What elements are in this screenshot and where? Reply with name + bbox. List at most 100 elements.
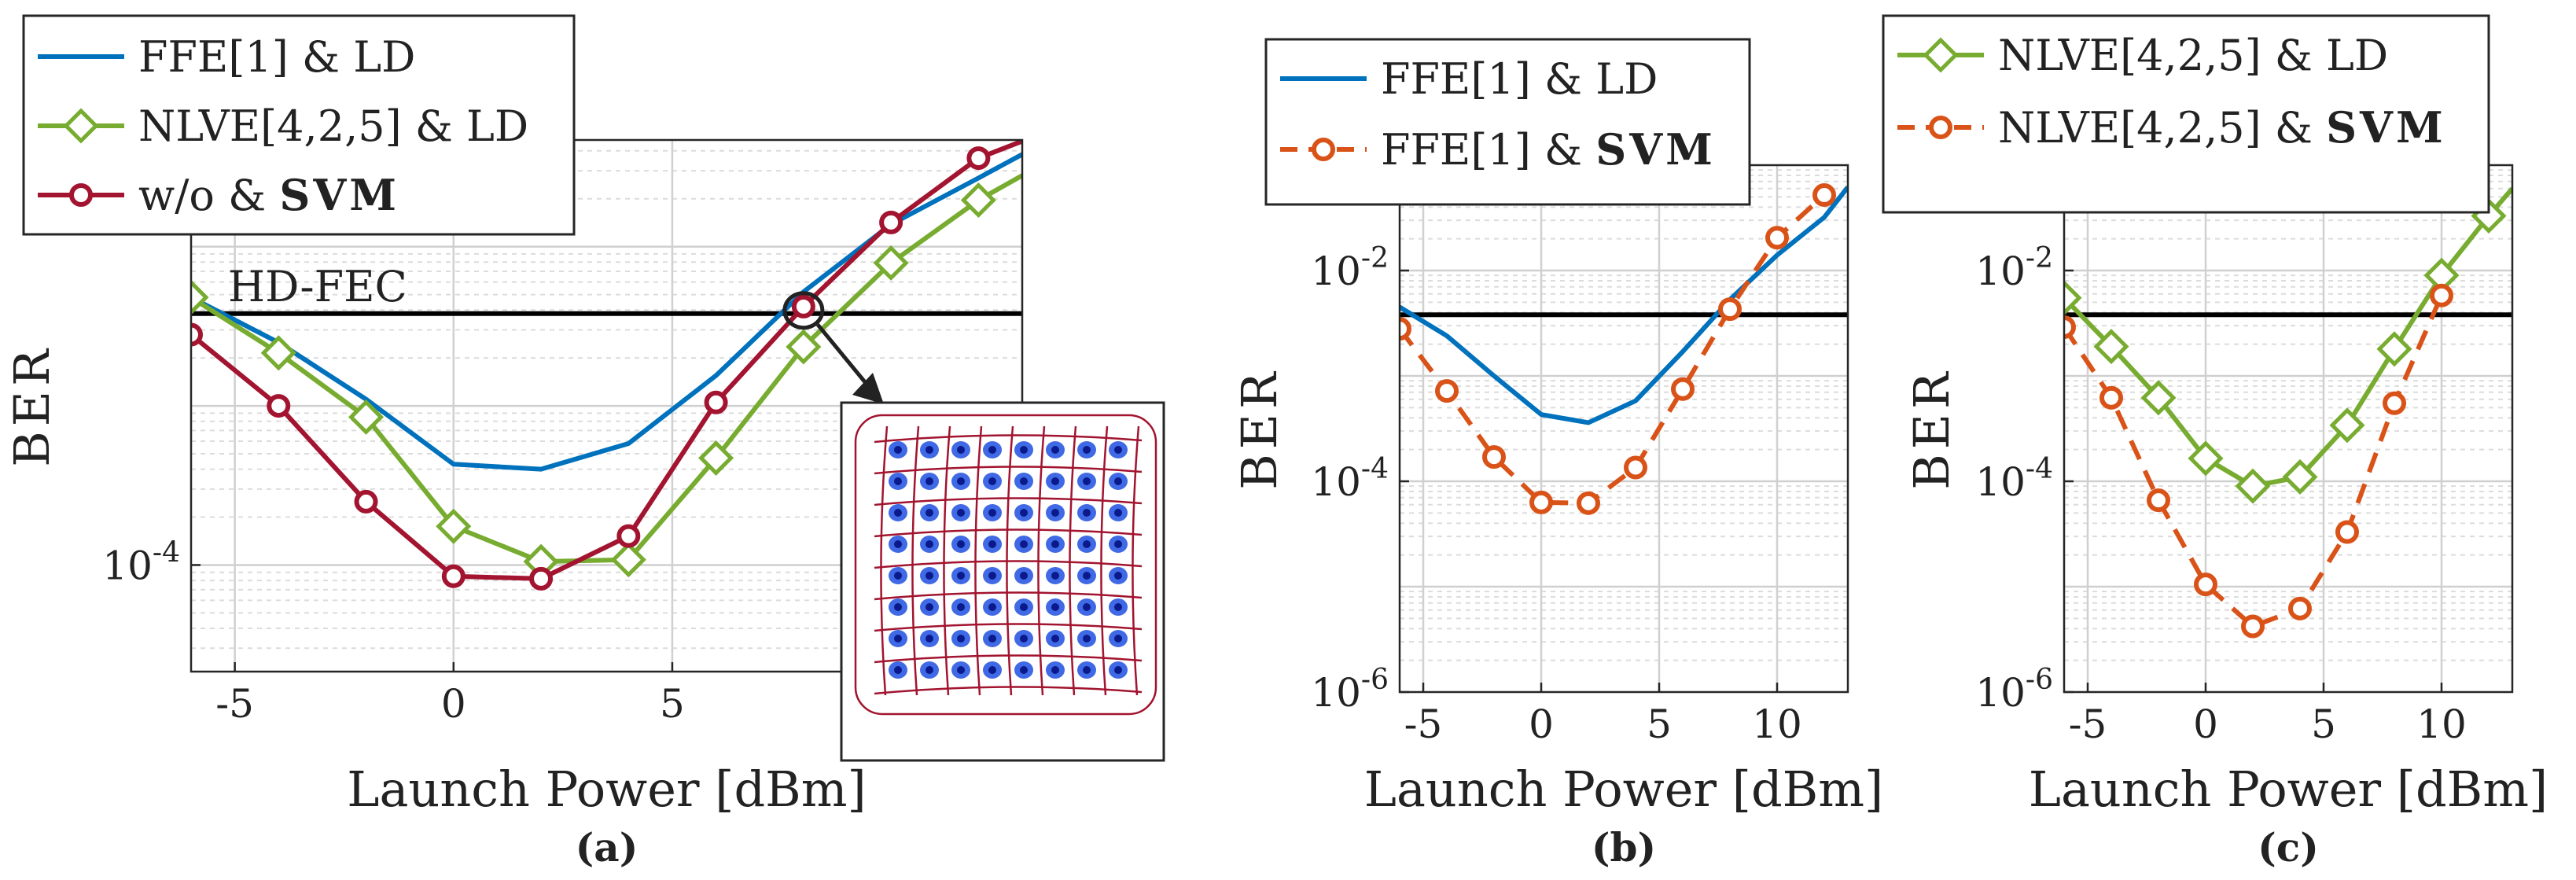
symbol-core: [1083, 572, 1091, 580]
contour-line: [874, 466, 1143, 475]
data-point: [2140, 380, 2177, 416]
symbol-core: [1114, 446, 1122, 454]
data-point: [354, 489, 378, 514]
x-tick-label: 5: [1647, 701, 1672, 747]
symbol-core: [894, 666, 902, 674]
chart-panel-b: -5 0 5 10 10-6 10-4 10-2 Launch Power [dBm] BER (…: [1231, 38, 1883, 871]
legend-label: FFE[1] & LD: [138, 32, 415, 82]
data-point: [616, 524, 641, 548]
y-tick-label: 10-4: [102, 536, 180, 588]
plot-area: [2064, 165, 2512, 692]
symbol-core: [988, 509, 996, 517]
hd-fec-label: HD-FEC: [228, 262, 407, 311]
symbol-core: [957, 509, 965, 517]
symbol-core: [894, 477, 902, 485]
symbol-core: [1114, 572, 1122, 580]
data-point: [960, 182, 996, 219]
legend: FFE[1] & LD FFE[1] & SVM: [1264, 38, 1751, 206]
data-point: [260, 335, 296, 371]
y-axis-label: BER: [1231, 367, 1288, 490]
data-point: [2147, 488, 2170, 513]
y-tick-label: 10-6: [1975, 664, 2053, 716]
contour-line: [874, 591, 1143, 601]
data-point: [1435, 379, 1459, 403]
symbol-core: [1114, 666, 1122, 674]
data-point: [2093, 329, 2129, 365]
symbol-core: [1020, 603, 1028, 611]
chart-panel-c: -5 0 5 10 10-6 10-4 10-2 Launch Power [dBm] BER (…: [1882, 14, 2548, 871]
callout-arrow: [815, 323, 874, 393]
symbol-core: [894, 446, 902, 454]
contour-line: [974, 425, 983, 696]
series-line-1: [1400, 185, 1848, 425]
data-point: [2288, 596, 2312, 620]
legend-box: [1882, 14, 2490, 214]
legend-label: NLVE[4,2,5] & SVM: [1998, 102, 2446, 153]
data-point: [191, 322, 203, 347]
data-point: [441, 564, 466, 588]
legend-label: w/o & SVM: [138, 170, 399, 220]
contour-line: [1006, 425, 1014, 696]
symbol-core: [957, 477, 965, 485]
y-tick-label: 10-4: [1975, 453, 2053, 505]
x-tick-label: 0: [1529, 701, 1554, 747]
x-tick-label: -5: [215, 681, 254, 727]
contour-line: [1132, 425, 1140, 696]
symbol-core: [1020, 572, 1028, 580]
x-tick-label: 10: [1752, 701, 1802, 747]
x-tick-label: 5: [660, 681, 685, 727]
data-point: [879, 210, 903, 234]
data-point: [436, 508, 472, 544]
symbol-core: [988, 540, 996, 548]
legend-marker: [63, 108, 99, 144]
data-point: [1400, 317, 1411, 341]
data-point: [610, 542, 646, 578]
symbol-core: [1020, 666, 1028, 674]
symbol-core: [1114, 635, 1122, 643]
data-point: [267, 394, 291, 418]
data-point: [704, 390, 728, 414]
data-point: [966, 146, 991, 171]
symbol-core: [1083, 540, 1091, 548]
legend-marker: [1929, 116, 1952, 139]
legend: FFE[1] & LD NLVE[4,2,5] & LD w/o & SVM: [22, 14, 576, 236]
x-tick-label: -5: [2069, 701, 2107, 747]
contour-line: [874, 560, 1143, 569]
data-point: [698, 440, 734, 476]
legend-label: FFE[1] & LD: [1381, 54, 1658, 104]
contour-line: [1100, 425, 1109, 696]
data-point: [786, 329, 822, 365]
symbol-core: [988, 666, 996, 674]
legend-marker: [69, 183, 93, 207]
symbol-core: [926, 635, 933, 643]
symbol-core: [957, 635, 965, 643]
data-point: [1718, 297, 1742, 322]
data-point: [1765, 226, 1789, 250]
symbol-core: [988, 446, 996, 454]
data-point: [2335, 520, 2359, 544]
symbol-core: [1020, 635, 1028, 643]
contour-line: [854, 414, 1157, 716]
symbol-core: [1051, 635, 1059, 643]
symbol-core: [957, 666, 965, 674]
symbol-core: [957, 603, 965, 611]
symbol-core: [1114, 603, 1122, 611]
y-tick-label: 10-4: [1311, 453, 1389, 505]
contour-line: [943, 425, 951, 696]
data-point: [2241, 614, 2265, 639]
panel-caption: (c): [2258, 824, 2319, 871]
data-point: [2430, 283, 2453, 307]
data-point: [2188, 440, 2224, 477]
panel-caption: (b): [1592, 824, 1656, 871]
legend-marker: [1923, 37, 1959, 73]
contour-line: [874, 654, 1143, 664]
x-tick-label: 10: [2416, 701, 2467, 747]
symbol-core: [988, 635, 996, 643]
data-point: [1624, 455, 1647, 480]
x-tick-label: 0: [2193, 701, 2218, 747]
data-point: [1671, 377, 1695, 401]
symbol-core: [988, 572, 996, 580]
symbol-core: [894, 572, 902, 580]
data-point: [2064, 315, 2076, 340]
